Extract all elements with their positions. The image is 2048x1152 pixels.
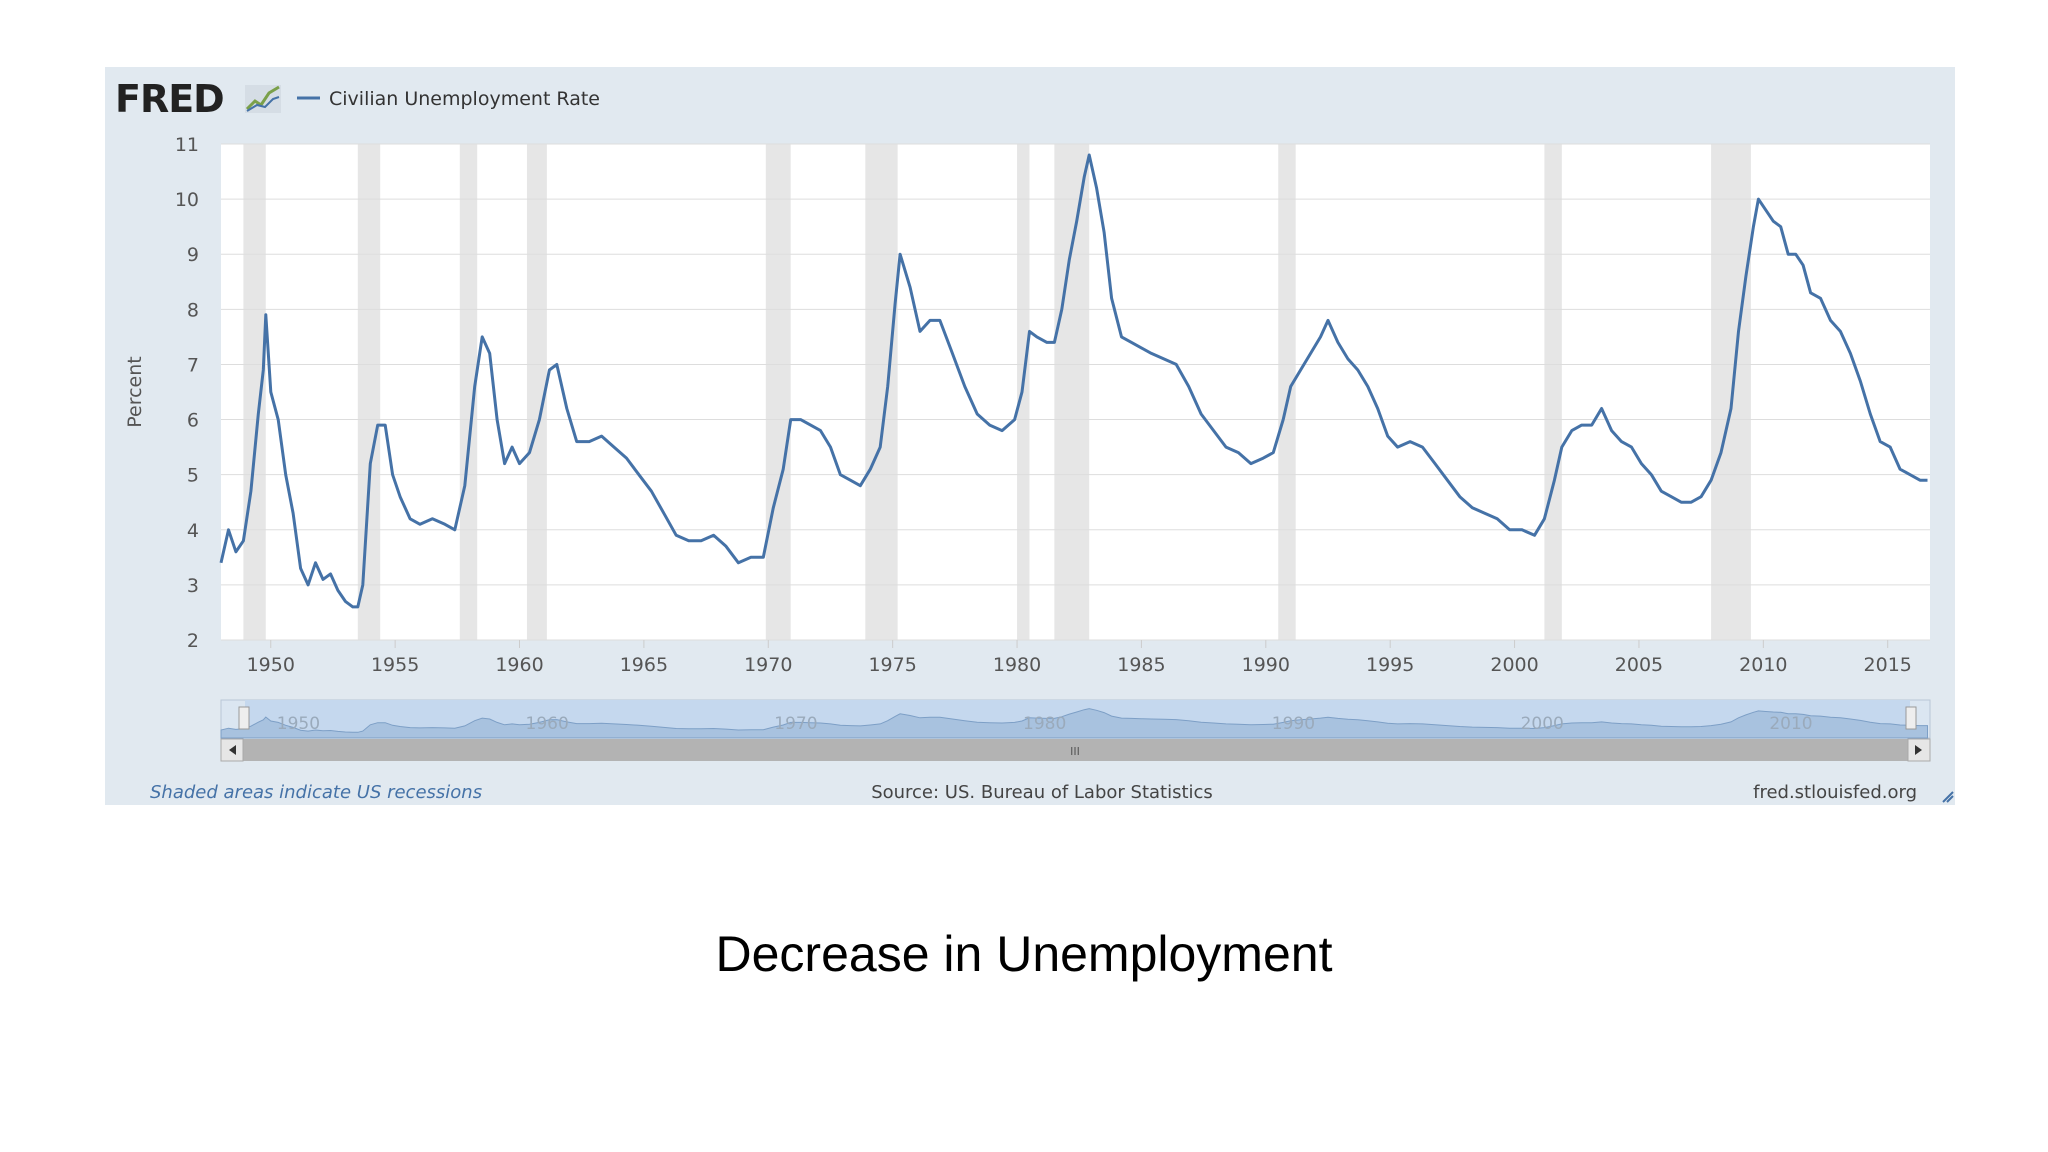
fred-logo[interactable]: FRED [115, 77, 281, 121]
fred-logo-text: FRED [115, 77, 224, 121]
x-tick-label: 1990 [1242, 654, 1290, 676]
navigator-labels: 1950 1960 1970 1980 1990 2000 2010 [277, 714, 1813, 734]
recession-band-3 [526, 144, 547, 640]
y-tick-label: 10 [175, 189, 199, 211]
y-tick-label: 6 [187, 410, 199, 432]
range-navigator[interactable]: 1950 1960 1970 1980 1990 2000 2010 [220, 699, 1931, 739]
x-tick-label: 2000 [1490, 654, 1538, 676]
y-tick-label: 8 [187, 299, 199, 321]
fred-chart: FRED Civilian Unemployment Rate 2 3 4 5 6 7 8 9… [115, 77, 1954, 803]
navigator-scrollbar[interactable]: III [220, 738, 1931, 762]
y-tick-label: 5 [187, 465, 199, 487]
legend-label[interactable]: Civilian Unemployment Rate [329, 88, 600, 110]
y-tick-label: 9 [187, 244, 199, 266]
x-tick-label: 2010 [1739, 654, 1787, 676]
x-tick-label: 1950 [247, 654, 295, 676]
navigator-label: 1990 [1272, 714, 1315, 734]
y-tick-label: 7 [187, 354, 199, 376]
slide-caption: Decrease in Unemployment [715, 926, 1333, 982]
x-tick-label: 2015 [1864, 654, 1912, 676]
gridlines [221, 143, 1930, 641]
y-tick-label: 3 [187, 575, 199, 597]
y-tick-label: 2 [187, 630, 199, 652]
recession-band-2 [459, 144, 478, 640]
navigator-label: 2010 [1769, 714, 1812, 734]
scrollbar-grip: III [1070, 745, 1080, 758]
recession-band-10 [1711, 144, 1751, 640]
navigator-label: 1970 [774, 714, 817, 734]
resize-corner-icon [1942, 791, 1954, 803]
recession-note: Shaded areas indicate US recessions [150, 782, 482, 803]
recession-band-1 [357, 144, 381, 640]
navigator-label: 2000 [1521, 714, 1564, 734]
y-axis-ticks: 2 3 4 5 6 7 8 9 10 11 [175, 134, 199, 652]
x-tick-label: 2005 [1615, 654, 1663, 676]
site-link[interactable]: fred.stlouisfed.org [1753, 782, 1917, 803]
x-tick-label: 1960 [495, 654, 543, 676]
y-tick-label: 4 [187, 520, 199, 542]
arrow-right-icon [1915, 745, 1922, 755]
x-tick-label: 1975 [868, 654, 916, 676]
recession-band-9 [1544, 144, 1562, 640]
recession-band-8 [1278, 144, 1296, 640]
recession-band-0 [243, 144, 266, 640]
x-tick-label: 1965 [620, 654, 668, 676]
recession-band-4 [765, 144, 791, 640]
chart-panel: FRED Civilian Unemployment Rate 2 3 4 5 6 7 8 9… [105, 67, 1955, 805]
x-axis-ticks: 1950 1955 1960 1965 1970 1975 1980 1985 1990 1995… [247, 640, 1912, 676]
series-line-civilian-unemployment-rate [219, 153, 1928, 609]
navigator-handle-right[interactable] [1905, 706, 1917, 730]
source-text: Source: US. Bureau of Labor Statistics [871, 782, 1213, 803]
navigator-label: 1950 [277, 714, 320, 734]
arrow-left-icon [229, 745, 236, 755]
y-axis-label: Percent [124, 356, 146, 428]
x-tick-label: 1970 [744, 654, 792, 676]
x-tick-label: 1985 [1117, 654, 1165, 676]
recession-shading [243, 144, 1751, 640]
recession-band-5 [865, 144, 898, 640]
scrollbar-thumb[interactable] [243, 739, 1908, 761]
navigator-label: 1960 [526, 714, 569, 734]
fred-logo-chart-icon [245, 85, 281, 113]
navigator-handle-left[interactable] [238, 706, 250, 730]
x-tick-label: 1995 [1366, 654, 1414, 676]
x-tick-label: 1955 [371, 654, 419, 676]
recession-band-7 [1054, 144, 1090, 640]
navigator-area [220, 708, 1928, 739]
navigator-label: 1980 [1023, 714, 1066, 734]
y-tick-label: 11 [175, 134, 199, 156]
x-tick-label: 1980 [993, 654, 1041, 676]
